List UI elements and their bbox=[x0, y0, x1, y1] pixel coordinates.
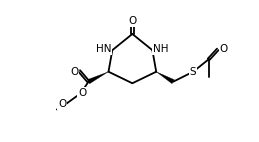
Text: O: O bbox=[128, 16, 136, 26]
Text: NH: NH bbox=[153, 44, 169, 54]
Text: O: O bbox=[78, 88, 87, 98]
Polygon shape bbox=[156, 72, 174, 84]
Text: HN: HN bbox=[96, 44, 112, 54]
Text: O: O bbox=[70, 67, 78, 77]
Text: S: S bbox=[190, 67, 197, 77]
Polygon shape bbox=[88, 72, 109, 84]
Text: O: O bbox=[219, 44, 228, 54]
Text: O: O bbox=[58, 99, 66, 109]
